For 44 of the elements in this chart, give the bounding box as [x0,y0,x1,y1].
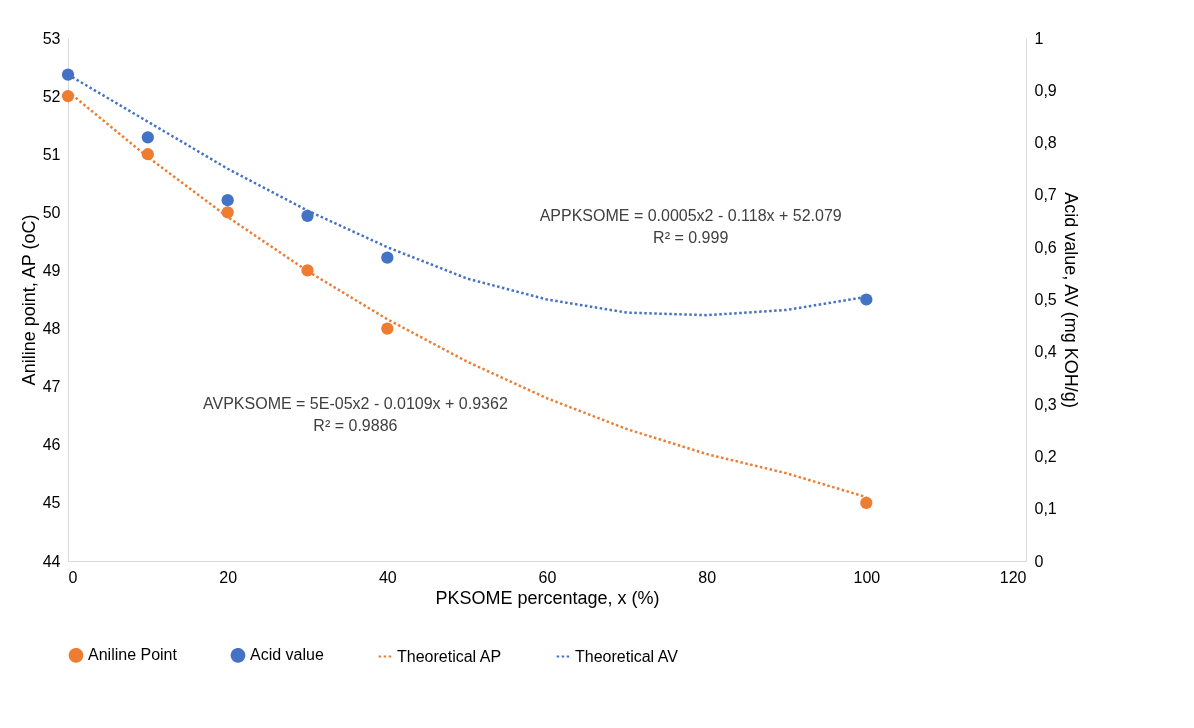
point [141,131,154,144]
x-tick-label: 100 [853,568,881,586]
annotation: APPKSOME = 0.0005x2 - 0.118x + 52.079 R² = 0.999 [539,206,842,246]
y2-tick-label: 0,2 [1034,447,1057,465]
point [381,251,394,264]
y-tick-label: 53 [42,29,61,47]
y2-tick-label: 0,5 [1034,291,1057,308]
y-tick-label: 45 [42,494,61,512]
point [381,322,394,335]
x-tick-label: 40 [378,568,397,586]
legend-label: Aniline Point [88,646,178,664]
y2-tick-label: 0,3 [1034,395,1057,413]
y-tick-label: 46 [42,436,61,454]
y2-tick-label: 0,4 [1034,343,1057,361]
y2-tick-label: 0,9 [1034,81,1057,99]
x-tick-label: 20 [219,568,238,586]
legend-label: Theoretical AV [575,647,679,665]
y2-tick-label: 0,7 [1034,186,1057,204]
point [860,293,873,306]
y2-axis-title: Acid value, AV (mg KOH/g) [1060,192,1081,408]
x-axis-title: PKSOME percentage, x (%) [435,587,660,608]
y-tick-label: 51 [42,145,61,163]
point [301,209,314,222]
y2-tick-label: 1 [1034,29,1044,47]
y-tick-label: 50 [42,203,61,221]
y2-tick-label: 0,1 [1034,500,1057,518]
y-tick-label: 44 [42,552,61,570]
legend-label: Acid value [250,646,324,664]
point [860,496,873,509]
x-tick-label: 60 [538,568,557,586]
y2-tick-label: 0 [1034,552,1044,570]
y-tick-label: 52 [42,87,61,105]
point [221,194,234,207]
annotation: AVPKSOME = 5E-05x2 - 0.0109x + 0.9362 R² = 0.9886 [203,395,508,435]
legend-label: Theoretical AP [397,647,502,665]
y2-tick-label: 0,8 [1034,134,1057,152]
y-tick-label: 49 [42,261,61,279]
x-tick-label: 0 [68,568,78,586]
x-tick-label: 120 [999,568,1027,586]
y2-tick-label: 0,6 [1034,238,1057,256]
y-tick-label: 48 [42,320,61,338]
y-axis-title: Aniline point, AP (oC) [18,214,39,386]
y-tick-label: 47 [42,378,61,396]
x-tick-label: 80 [698,568,717,586]
